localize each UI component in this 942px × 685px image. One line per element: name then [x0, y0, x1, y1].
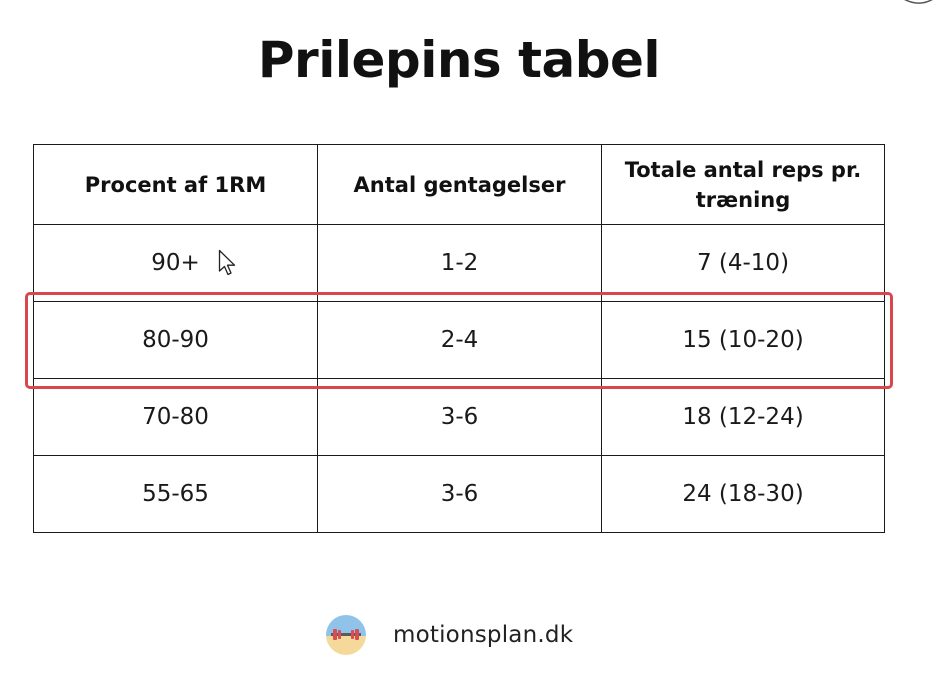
- cell-total: 18 (12-24): [601, 378, 885, 456]
- header-total-reps: Totale antal reps pr. træning: [601, 144, 885, 225]
- cell-total: 7 (4-10): [601, 224, 885, 302]
- cell-reps: 1-2: [317, 224, 602, 302]
- page-title: Prilepins tabel: [257, 31, 661, 89]
- cell-percent: 90+: [33, 224, 318, 302]
- cell-percent: 70-80: [33, 378, 318, 456]
- cell-reps: 3-6: [317, 455, 602, 533]
- barbell-logo-icon: [326, 615, 366, 655]
- cell-total: 15 (10-20): [601, 301, 885, 379]
- site-name[interactable]: motionsplan.dk: [393, 622, 574, 648]
- footer-brand[interactable]: motionsplan.dk: [325, 614, 573, 656]
- header-repetitions: Antal gentagelser: [317, 144, 602, 225]
- page-corner-mark: [904, 0, 933, 4]
- table-row: 55-65 3-6 24 (18-30): [33, 455, 885, 533]
- prilepin-table: Procent af 1RM Antal gentagelser Totale …: [33, 144, 885, 533]
- cell-percent: 80-90: [33, 301, 318, 379]
- table-header-row: Procent af 1RM Antal gentagelser Totale …: [33, 144, 885, 225]
- cell-reps: 2-4: [317, 301, 602, 379]
- cell-reps: 3-6: [317, 378, 602, 456]
- table-row: 70-80 3-6 18 (12-24): [33, 378, 885, 456]
- mouse-pointer-icon: [218, 249, 236, 276]
- table-row-highlighted: 80-90 2-4 15 (10-20): [33, 301, 885, 379]
- cell-total: 24 (18-30): [601, 455, 885, 533]
- header-percent-1rm: Procent af 1RM: [33, 144, 318, 225]
- cell-percent: 55-65: [33, 455, 318, 533]
- table-row: 90+ 1-2 7 (4-10): [33, 224, 885, 302]
